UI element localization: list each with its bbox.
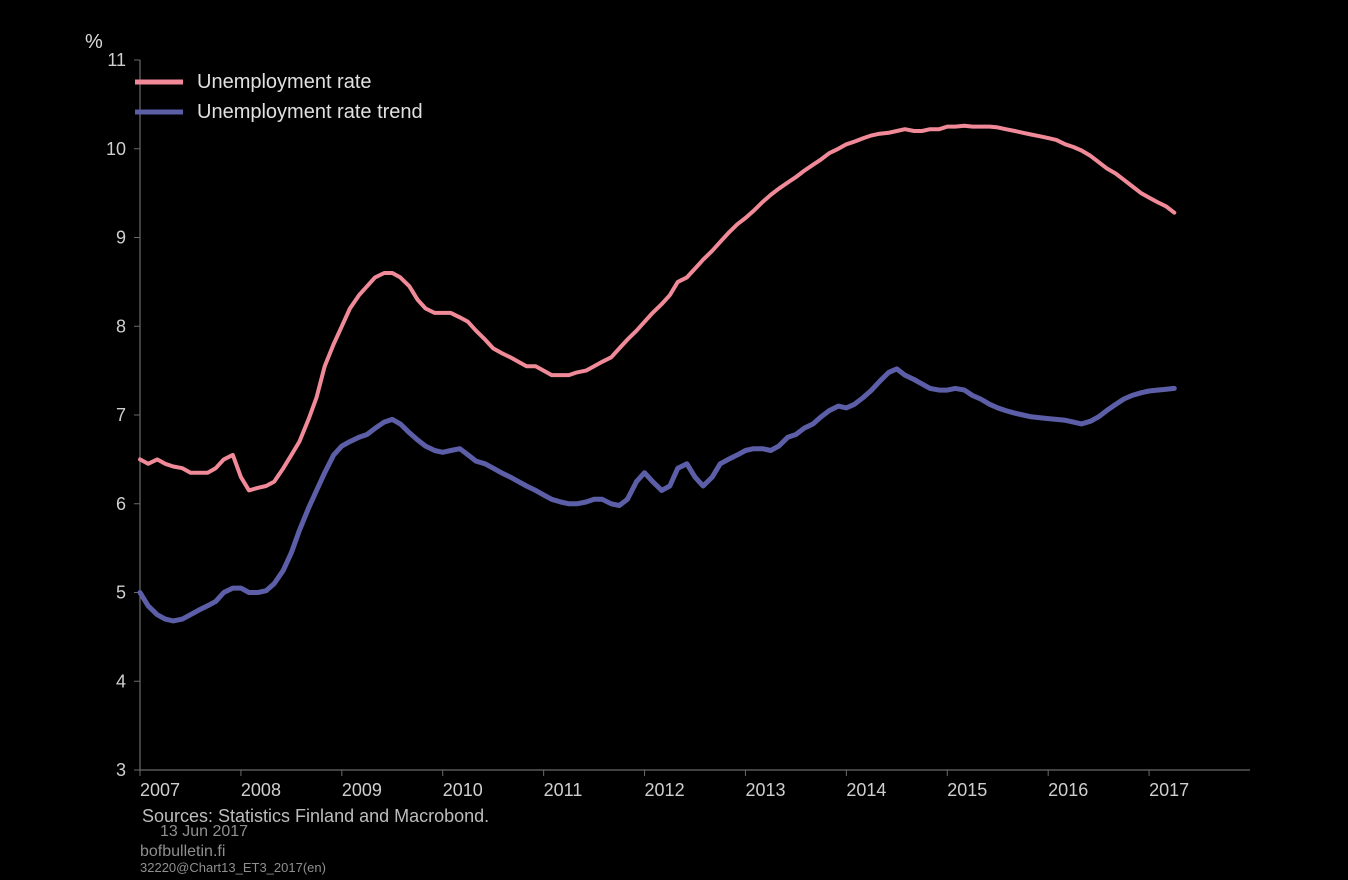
y-tick-label: 7 (116, 405, 126, 425)
legend-label: Unemployment rate (197, 71, 372, 93)
x-tick-label: 2009 (342, 780, 382, 800)
y-tick-label: 4 (116, 671, 126, 691)
footer-ref: 32220@Chart13_ET3_2017(en) (140, 860, 326, 875)
y-tick-label: 10 (106, 139, 126, 159)
y-tick-label: 8 (116, 316, 126, 336)
x-tick-label: 2016 (1048, 780, 1088, 800)
y-tick-label: 9 (116, 228, 126, 248)
x-tick-label: 2013 (745, 780, 785, 800)
x-tick-label: 2017 (1149, 780, 1189, 800)
y-tick-label: 11 (107, 50, 126, 70)
footer-site: bofbulletin.fi (140, 843, 225, 860)
chart-container: 3 4 5 6 7 8 9 10 11 2007 2008 2009 2010 2011 2012 2013 2… (0, 0, 1348, 880)
y-tick-label: 3 (116, 760, 126, 780)
chart-bg (0, 0, 1348, 880)
chart-svg: 3 4 5 6 7 8 9 10 11 2007 2008 2009 2010 2011 2012 2013 2… (0, 0, 1348, 880)
x-tick-label: 2010 (443, 780, 483, 800)
y-tick-label: 6 (116, 494, 126, 514)
x-tick-label: 2008 (241, 780, 281, 800)
y-axis-title: % (85, 31, 103, 53)
x-tick-label: 2014 (846, 780, 886, 800)
x-tick-label: 2007 (140, 780, 180, 800)
x-tick-label: 2011 (544, 780, 583, 800)
footer-date: 13 Jun 2017 (160, 823, 248, 840)
legend-label: Unemployment rate trend (197, 101, 423, 123)
y-tick-label: 5 (116, 583, 126, 603)
x-tick-label: 2012 (645, 780, 685, 800)
x-tick-label: 2015 (947, 780, 987, 800)
